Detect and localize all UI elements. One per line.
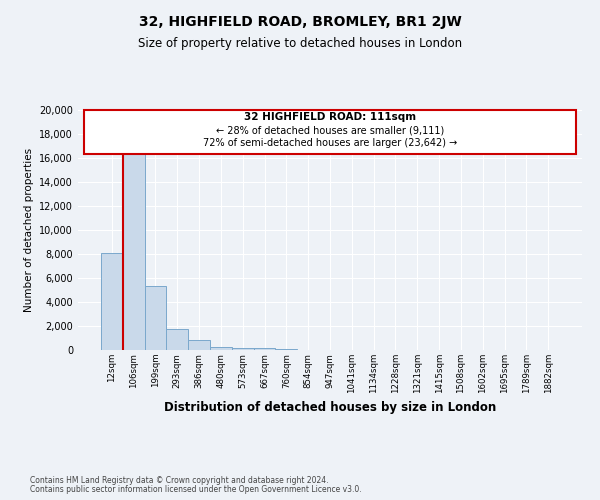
Text: 32 HIGHFIELD ROAD: 111sqm: 32 HIGHFIELD ROAD: 111sqm [244,112,416,122]
Text: Size of property relative to detached houses in London: Size of property relative to detached ho… [138,38,462,51]
Text: Contains public sector information licensed under the Open Government Licence v3: Contains public sector information licen… [30,485,362,494]
Text: ← 28% of detached houses are smaller (9,111): ← 28% of detached houses are smaller (9,… [216,125,444,135]
Bar [123,151,145,350]
Bar [275,349,297,350]
Bar [145,286,166,350]
Y-axis label: Number of detached properties: Number of detached properties [24,148,34,312]
X-axis label: Distribution of detached houses by size in London: Distribution of detached houses by size … [164,402,496,414]
Bar [101,253,123,350]
Bar [232,348,254,350]
Text: 32, HIGHFIELD ROAD, BROMLEY, BR1 2JW: 32, HIGHFIELD ROAD, BROMLEY, BR1 2JW [139,15,461,29]
Bar [188,340,210,350]
Text: Contains HM Land Registry data © Crown copyright and database right 2024.: Contains HM Land Registry data © Crown c… [30,476,329,485]
Bar [210,346,232,350]
Bar [166,329,188,350]
Bar [254,348,275,350]
Text: 72% of semi-detached houses are larger (23,642) →: 72% of semi-detached houses are larger (… [203,138,457,148]
